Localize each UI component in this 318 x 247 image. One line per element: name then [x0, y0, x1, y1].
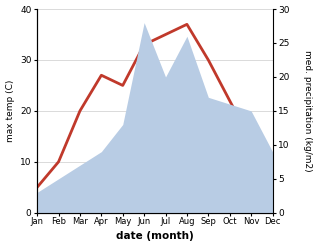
X-axis label: date (month): date (month) [116, 231, 194, 242]
Y-axis label: max temp (C): max temp (C) [5, 80, 15, 142]
Y-axis label: med. precipitation (kg/m2): med. precipitation (kg/m2) [303, 50, 313, 172]
